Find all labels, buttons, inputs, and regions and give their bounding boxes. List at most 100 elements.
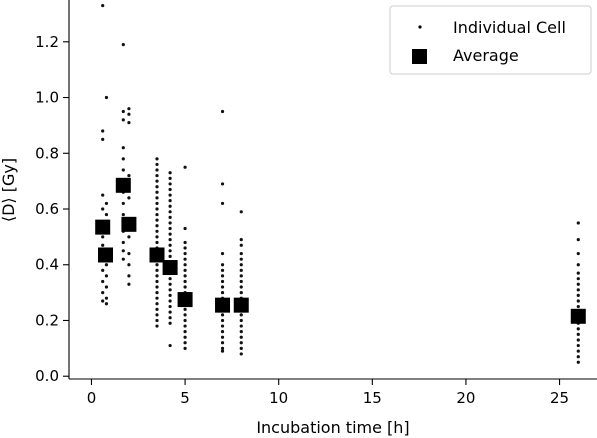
- individual-cell-point: [220, 341, 225, 345]
- individual-cell-point: [101, 279, 105, 284]
- individual-cell-point: [155, 302, 159, 306]
- individual-cell-point: [183, 240, 187, 245]
- individual-cell-point: [155, 190, 159, 194]
- individual-cell-point: [155, 263, 159, 267]
- individual-cell-point: [576, 332, 580, 337]
- individual-cell-point: [576, 251, 580, 256]
- y-axis-label: ⟨D⟩ [Gy]: [0, 158, 18, 222]
- legend-individual-cell-label: Individual Cell: [453, 18, 566, 37]
- individual-cell-point: [239, 210, 243, 214]
- average-point: [98, 247, 114, 263]
- individual-cell-point: [127, 107, 131, 111]
- individual-cell-point: [104, 212, 109, 217]
- individual-cell-point: [220, 109, 225, 114]
- x-tick-label: 10: [269, 389, 288, 407]
- individual-cell-point: [104, 201, 109, 206]
- individual-cell-point: [576, 360, 580, 364]
- individual-cell-point: [183, 263, 187, 267]
- individual-cell-point: [155, 157, 159, 161]
- individual-cell-point: [576, 327, 580, 331]
- individual-cell-point: [168, 277, 172, 281]
- individual-cell-point: [127, 112, 131, 116]
- individual-cell-point: [168, 176, 172, 180]
- individual-cell-point: [239, 251, 243, 256]
- individual-cell-point: [121, 249, 125, 253]
- individual-cell-point: [183, 226, 187, 231]
- individual-cell-point: [239, 335, 243, 339]
- individual-cell-point: [220, 182, 225, 186]
- individual-cell-point: [155, 212, 159, 217]
- individual-cell-point: [576, 349, 580, 353]
- individual-cell-point: [104, 95, 109, 100]
- individual-cell-point: [183, 246, 187, 250]
- individual-cell-point: [239, 346, 243, 350]
- x-tick-label: 0: [87, 389, 97, 407]
- individual-cell-point: [168, 249, 172, 253]
- individual-cell-point: [155, 218, 159, 222]
- individual-cell-point: [168, 243, 172, 247]
- legend-box: [389, 5, 592, 75]
- individual-cell-point: [104, 274, 109, 278]
- individual-cell-point: [168, 310, 172, 314]
- individual-cell-point: [121, 42, 125, 47]
- individual-cell-point: [576, 288, 580, 292]
- individual-cell-point: [101, 291, 105, 295]
- y-tick-label: 0.8: [35, 144, 59, 162]
- y-tick-label: 0.0: [35, 367, 59, 385]
- average-point: [233, 297, 249, 313]
- individual-cell-point: [576, 271, 580, 275]
- individual-cell-point: [155, 168, 159, 172]
- individual-cell-point: [155, 291, 159, 295]
- individual-cell-point: [101, 193, 105, 197]
- individual-cell-point: [183, 279, 187, 284]
- legend-individual-cell-marker: [418, 25, 422, 29]
- individual-cell-point: [104, 296, 109, 300]
- individual-cell-point: [121, 240, 125, 245]
- individual-cell-point: [576, 221, 580, 225]
- individual-cell-point: [168, 238, 172, 242]
- individual-cell-point: [220, 330, 225, 334]
- x-tick-label: 20: [456, 389, 475, 407]
- individual-cell-point: [121, 201, 125, 206]
- y-tick-label: 0.2: [35, 311, 59, 329]
- individual-cell-point: [121, 118, 125, 122]
- individual-cell-point: [183, 251, 187, 256]
- x-axis-label: Incubation time [h]: [256, 418, 409, 437]
- average-point: [570, 308, 586, 324]
- individual-cell-point: [220, 349, 225, 353]
- individual-cell-point: [183, 285, 187, 289]
- legend: Individual Cell Average: [389, 5, 592, 75]
- individual-cell-point: [155, 313, 159, 317]
- individual-cell-point: [239, 257, 243, 261]
- individual-cell-point: [168, 254, 172, 258]
- individual-cell-point: [183, 165, 187, 169]
- individual-cell-point: [101, 3, 105, 8]
- individual-cell-point: [168, 232, 172, 236]
- individual-cell-point: [239, 238, 243, 242]
- individual-cell-point: [239, 324, 243, 328]
- individual-cell-point: [239, 352, 243, 356]
- individual-cell-point: [239, 274, 243, 278]
- individual-cell-point: [239, 279, 243, 284]
- individual-cell-point: [239, 263, 243, 267]
- average-point: [149, 247, 165, 263]
- individual-cell-point: [104, 302, 109, 306]
- individual-cell-point: [183, 313, 187, 317]
- individual-cell-point: [183, 307, 187, 311]
- individual-cell-point: [220, 268, 225, 272]
- y-tick-label: 1.2: [35, 33, 59, 51]
- individual-cell-point: [104, 263, 109, 267]
- individual-cell-point: [168, 182, 172, 186]
- individual-cell-point: [155, 285, 159, 289]
- individual-cell-point: [168, 288, 172, 292]
- individual-cell-point: [101, 235, 105, 239]
- individual-cell-point: [576, 238, 580, 242]
- individual-cell-point: [155, 179, 159, 183]
- individual-cell-point: [183, 257, 187, 261]
- individual-cell-point: [220, 263, 225, 267]
- individual-cell-point: [155, 318, 159, 323]
- individual-cell-point: [155, 307, 159, 311]
- individual-cell-point: [127, 251, 131, 256]
- x-tick-label: 5: [180, 389, 190, 407]
